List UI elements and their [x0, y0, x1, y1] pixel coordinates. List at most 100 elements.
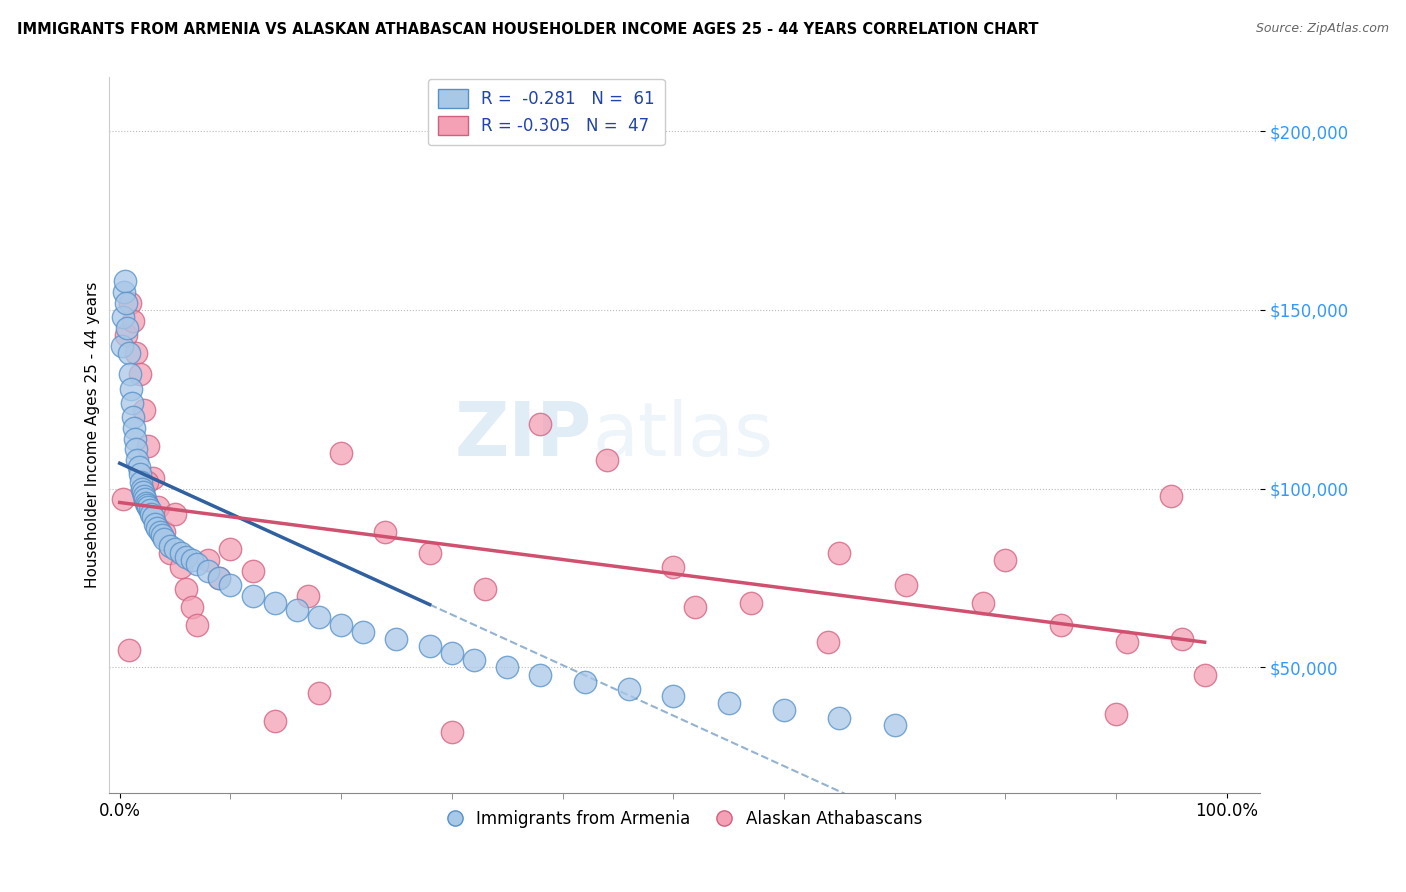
Point [150, 528, 173, 542]
Point [169, 546, 191, 560]
Point [114, 274, 136, 288]
Point [180, 599, 202, 614]
Point [242, 589, 264, 603]
Point [197, 564, 219, 578]
Point [138, 500, 160, 514]
Text: IMMIGRANTS FROM ARMENIA VS ALASKAN ATHABASCAN HOUSEHOLDER INCOME AGES 25 - 44 YE: IMMIGRANTS FROM ARMENIA VS ALASKAN ATHAB… [17, 22, 1039, 37]
Point [159, 539, 181, 553]
Point [139, 507, 162, 521]
Point [129, 475, 152, 489]
Point [972, 596, 994, 610]
Point [219, 542, 242, 557]
Point [138, 439, 160, 453]
Point [197, 553, 219, 567]
Point [1105, 706, 1128, 721]
Point [131, 482, 153, 496]
Point [894, 578, 917, 592]
Text: atlas: atlas [592, 399, 773, 472]
Point [125, 346, 148, 360]
Point [120, 382, 142, 396]
Point [132, 403, 155, 417]
Point [596, 453, 619, 467]
Point [208, 571, 231, 585]
Point [153, 524, 176, 539]
Point [1194, 667, 1216, 681]
Point [165, 542, 187, 557]
Text: Source: ZipAtlas.com: Source: ZipAtlas.com [1256, 22, 1389, 36]
Point [111, 338, 134, 352]
Point [440, 724, 463, 739]
Point [308, 685, 330, 699]
Point [1160, 489, 1182, 503]
Point [285, 603, 308, 617]
Point [148, 500, 170, 514]
Point [143, 517, 166, 532]
Point [263, 714, 285, 728]
Point [128, 467, 150, 482]
Point [124, 432, 146, 446]
Point [118, 368, 141, 382]
Point [122, 313, 145, 327]
Point [142, 471, 165, 485]
Point [308, 610, 330, 624]
Point [773, 703, 796, 717]
Point [169, 560, 191, 574]
Point [135, 496, 157, 510]
Point [994, 553, 1017, 567]
Point [142, 510, 165, 524]
Point [297, 589, 319, 603]
Point [419, 639, 441, 653]
Point [117, 642, 139, 657]
Point [118, 295, 141, 310]
Point [174, 582, 197, 596]
Point [112, 492, 135, 507]
Point [121, 396, 143, 410]
Text: ZIP: ZIP [456, 399, 592, 472]
Point [419, 546, 441, 560]
Point [1171, 632, 1194, 646]
Point [117, 346, 139, 360]
Point [496, 660, 519, 674]
Point [148, 524, 170, 539]
Point [385, 632, 408, 646]
Y-axis label: Householder Income Ages 25 - 44 years: Householder Income Ages 25 - 44 years [86, 282, 100, 588]
Point [122, 410, 145, 425]
Point [186, 617, 208, 632]
Point [136, 498, 159, 512]
Point [117, 320, 139, 334]
Point [330, 446, 353, 460]
Point [112, 310, 135, 324]
Point [208, 571, 231, 585]
Point [242, 564, 264, 578]
Point [440, 646, 463, 660]
Point [817, 635, 839, 649]
Point [128, 460, 150, 475]
Point [132, 489, 155, 503]
Point [352, 624, 374, 639]
Point [112, 285, 135, 299]
Point [132, 485, 155, 500]
Point [159, 546, 181, 560]
Point [374, 524, 396, 539]
Point [1049, 617, 1071, 632]
Point [662, 689, 685, 703]
Point [685, 599, 707, 614]
Point [180, 553, 202, 567]
Point [662, 560, 685, 574]
Point [219, 578, 242, 592]
Point [115, 295, 138, 310]
Point [883, 717, 905, 731]
Legend: Immigrants from Armenia, Alaskan Athabascans: Immigrants from Armenia, Alaskan Athabas… [440, 803, 929, 834]
Point [174, 549, 197, 564]
Point [125, 442, 148, 457]
Point [146, 521, 169, 535]
Point [115, 327, 138, 342]
Point [165, 507, 187, 521]
Point [828, 546, 851, 560]
Point [127, 453, 149, 467]
Point [138, 503, 160, 517]
Point [136, 475, 159, 489]
Point [717, 696, 740, 710]
Point [463, 653, 485, 667]
Point [529, 667, 551, 681]
